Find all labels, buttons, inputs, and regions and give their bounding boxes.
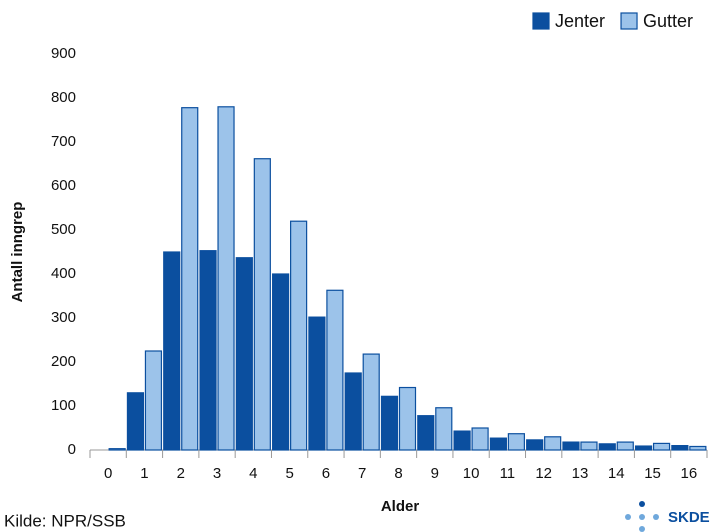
y-tick-label: 0 <box>68 441 76 458</box>
bar <box>217 106 235 451</box>
bar <box>435 407 453 451</box>
x-tick-label: 9 <box>431 465 439 482</box>
bar <box>235 257 253 451</box>
x-tick-label: 13 <box>572 465 589 482</box>
bar <box>108 448 126 451</box>
bar <box>126 392 145 451</box>
x-tick-label: 12 <box>535 465 552 482</box>
bar <box>398 386 417 451</box>
x-tick-label: 4 <box>249 465 257 482</box>
y-tick-label: 400 <box>51 265 76 282</box>
bar <box>580 441 598 451</box>
bar <box>181 107 199 451</box>
logo-dots <box>625 501 659 532</box>
bar <box>417 415 435 451</box>
x-tick-label: 10 <box>463 465 480 482</box>
y-tick-label: 800 <box>51 89 76 106</box>
bar <box>344 372 362 451</box>
source-note: Kilde: NPR/SSB <box>4 511 126 530</box>
y-tick-label: 600 <box>51 177 76 194</box>
bar <box>144 350 163 451</box>
x-tick-label: 3 <box>213 465 221 482</box>
legend-label: Gutter <box>643 11 693 31</box>
y-tick-label: 300 <box>51 309 76 326</box>
bar <box>616 441 634 451</box>
bar <box>471 427 489 451</box>
x-tick-label: 0 <box>104 465 112 482</box>
bar <box>362 353 380 451</box>
x-axis-title: Alder <box>381 498 420 515</box>
x-tick-label: 15 <box>644 465 661 482</box>
x-tick-label: 11 <box>500 465 516 482</box>
bar <box>453 430 471 451</box>
bar <box>507 433 525 451</box>
y-tick-label: 700 <box>51 133 76 150</box>
y-tick-label: 500 <box>51 221 76 238</box>
bar <box>489 437 507 451</box>
x-tick-label: 6 <box>322 465 330 482</box>
x-tick-label: 8 <box>394 465 402 482</box>
x-tick-label: 5 <box>285 465 293 482</box>
legend-label: Jenter <box>555 11 605 31</box>
bar <box>544 436 562 451</box>
bar <box>253 158 271 451</box>
bar <box>652 442 671 451</box>
bar <box>671 445 689 451</box>
bar <box>272 273 290 451</box>
x-tick-label: 1 <box>140 465 148 482</box>
bar <box>562 441 580 451</box>
bar <box>598 443 616 451</box>
bar <box>199 250 217 451</box>
logo-text: SKDE <box>668 509 710 526</box>
bar <box>380 395 399 451</box>
legend-swatch <box>532 12 550 30</box>
x-tick-label: 16 <box>681 465 698 482</box>
y-axis-title: Antall inngrep <box>9 202 26 303</box>
bar <box>308 316 326 451</box>
y-tick-label: 900 <box>51 45 76 62</box>
y-tick-label: 200 <box>51 353 76 370</box>
bar <box>634 445 653 451</box>
legend-swatch <box>620 12 638 30</box>
bar <box>526 439 544 451</box>
x-tick-label: 2 <box>177 465 185 482</box>
bar <box>290 220 308 451</box>
x-tick-label: 14 <box>608 465 625 482</box>
y-tick-label: 100 <box>51 397 76 414</box>
bar <box>689 445 707 451</box>
bar <box>326 289 344 451</box>
x-tick-label: 7 <box>358 465 366 482</box>
bar <box>163 251 181 451</box>
